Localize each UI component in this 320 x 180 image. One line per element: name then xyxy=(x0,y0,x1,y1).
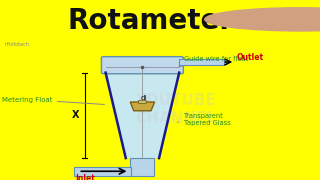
Text: nfinfotech: nfinfotech xyxy=(5,42,30,47)
Text: Outlet: Outlet xyxy=(237,53,264,62)
Polygon shape xyxy=(130,102,155,111)
FancyBboxPatch shape xyxy=(131,158,154,176)
Text: di: di xyxy=(141,94,147,101)
Polygon shape xyxy=(106,73,179,158)
Text: X: X xyxy=(72,110,80,120)
Text: YOUTUBE
CHANNEL: YOUTUBE CHANNEL xyxy=(135,93,217,126)
Text: Guide wire for float: Guide wire for float xyxy=(179,57,248,67)
Text: Inlet: Inlet xyxy=(75,174,95,180)
Text: Metering Float: Metering Float xyxy=(2,96,104,104)
Text: Transparent
Tapered Glass: Transparent Tapered Glass xyxy=(177,113,231,126)
Circle shape xyxy=(205,8,320,31)
FancyBboxPatch shape xyxy=(101,57,183,74)
Text: Rotameter: Rotameter xyxy=(67,7,234,35)
FancyBboxPatch shape xyxy=(139,100,146,103)
FancyBboxPatch shape xyxy=(74,167,131,176)
FancyBboxPatch shape xyxy=(179,59,224,65)
